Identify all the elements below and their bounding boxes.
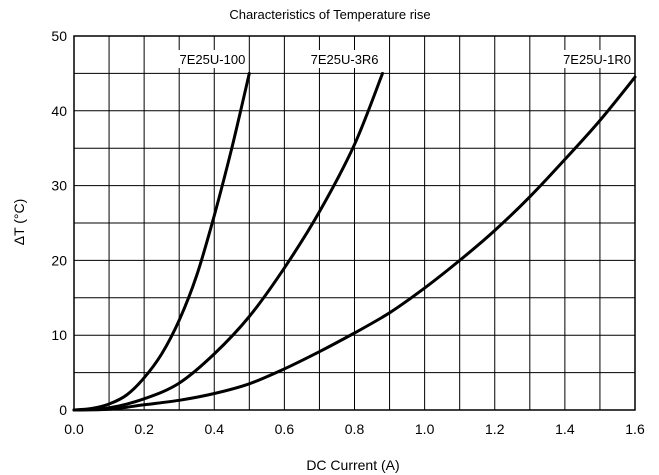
series-curve-1 xyxy=(72,71,251,412)
x-tick-label: 0.0 xyxy=(64,421,84,437)
y-tick-label: 30 xyxy=(51,178,67,194)
x-tick-labels: 0.0 0.2 0.4 0.6 0.8 1.0 1.2 1.4 1.6 xyxy=(64,421,645,437)
x-tick-label: 0.6 xyxy=(275,421,295,437)
y-tick-label: 40 xyxy=(51,103,67,119)
x-tick-label: 0.4 xyxy=(205,421,225,437)
x-tick-label: 1.2 xyxy=(485,421,505,437)
curves xyxy=(72,71,637,412)
series-label: 7E25U-1R0 xyxy=(563,52,631,67)
series-label: 7E25U-100 xyxy=(180,52,246,67)
grid xyxy=(74,36,635,410)
x-tick-label: 0.8 xyxy=(345,421,365,437)
y-tick-label: 0 xyxy=(59,402,67,418)
chart-title: Characteristics of Temperature rise xyxy=(229,7,430,22)
y-tick-label: 20 xyxy=(51,252,67,268)
plot-frame xyxy=(73,35,636,411)
series-label: 7E25U-3R6 xyxy=(311,52,379,67)
y-tick-label: 10 xyxy=(51,327,67,343)
y-tick-label: 50 xyxy=(51,28,67,44)
x-tick-label: 1.0 xyxy=(415,421,435,437)
y-tick-labels: 0 10 20 30 40 50 xyxy=(51,28,67,418)
series-curve-2 xyxy=(72,71,384,412)
series-curve-3 xyxy=(72,75,637,412)
x-axis-label: DC Current (A) xyxy=(306,457,399,473)
y-axis-label: ΔT (°C) xyxy=(11,199,27,246)
series-label-background xyxy=(560,50,634,68)
x-tick-label: 1.6 xyxy=(625,421,645,437)
series-label-background xyxy=(176,50,249,68)
series-labels: 7E25U-100 7E25U-3R6 7E25U-1R0 xyxy=(176,50,634,68)
x-tick-label: 1.4 xyxy=(555,421,575,437)
x-tick-label: 0.2 xyxy=(134,421,154,437)
series-label-background xyxy=(307,50,382,68)
